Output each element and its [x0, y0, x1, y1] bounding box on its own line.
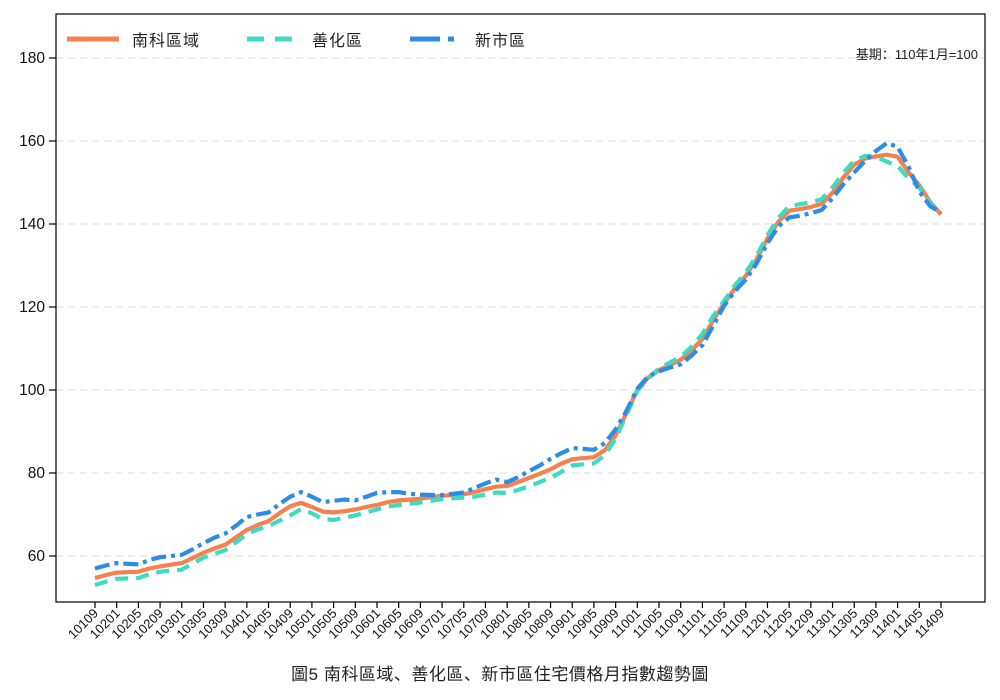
y-axis-labels: 60 80 100 120 140 160 180: [19, 50, 45, 565]
trend-line-chart: 60 80 100 120 140 160 180 101091020110205102091…: [19, 13, 986, 642]
legend-label: 新市區: [475, 33, 527, 50]
x-axis-labels: 1010910201102051020910301103051030910401…: [65, 606, 947, 642]
axes-box: [55, 13, 986, 603]
series-line-善化區: [94, 153, 943, 588]
legend-item: 新市區: [409, 27, 526, 51]
legend-item: 善化區: [246, 27, 363, 51]
series-line-南科區域: [94, 152, 943, 581]
legend-item: 南科區域: [66, 27, 200, 51]
svg-text:80: 80: [28, 465, 46, 482]
data-series: [94, 141, 943, 588]
chart-legend: 南科區域 善化區 新市區: [66, 27, 526, 51]
svg-text:180: 180: [19, 50, 45, 67]
svg-text:160: 160: [19, 133, 45, 150]
legend-swatch-dashdot: [410, 36, 463, 42]
y-gridlines: [56, 57, 985, 557]
legend-swatch-dashed: [247, 36, 300, 42]
series-line-新市區: [94, 141, 943, 571]
legend-label: 善化區: [312, 33, 364, 50]
figure-title: 圖5 南科區域、善化區、新市區住宅價格月指數趨勢圖: [291, 665, 709, 684]
svg-text:140: 140: [19, 216, 45, 233]
legend-swatch-solid: [67, 36, 119, 42]
svg-text:60: 60: [28, 548, 46, 565]
base-period-note: 基期：110年1月=100: [855, 47, 978, 62]
svg-text:120: 120: [19, 299, 45, 316]
svg-text:100: 100: [19, 382, 45, 399]
legend-label: 南科區域: [132, 33, 201, 50]
tick-marks: [49, 57, 942, 608]
